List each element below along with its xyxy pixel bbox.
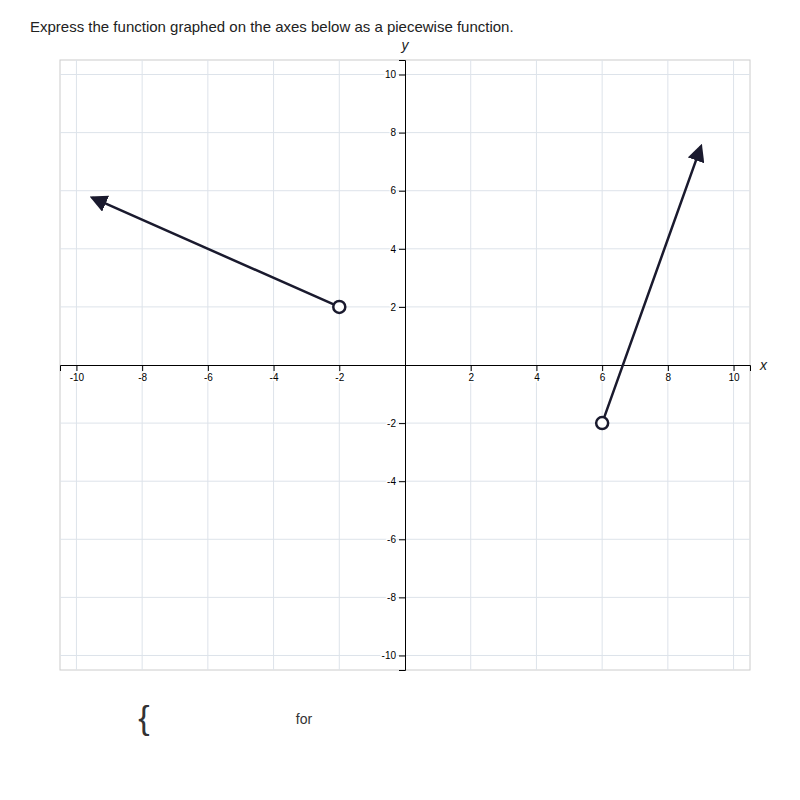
y-tick-mark xyxy=(399,133,405,134)
y-tick-label: 4 xyxy=(390,244,396,255)
y-tick-mark xyxy=(399,539,405,540)
x-tick: 6 xyxy=(600,365,606,383)
y-tick-label: 2 xyxy=(390,302,396,313)
plot: -10 -8 -6 -4 -2 2 4 6 8 10 -10 -8 -6 -4 -2 2 4 6 8 10 x y xyxy=(60,37,768,671)
x-tick-mark xyxy=(734,365,735,371)
x-tick-label: 4 xyxy=(534,372,540,383)
x-tick-label: 8 xyxy=(666,372,672,383)
y-tick-label: -6 xyxy=(387,534,396,545)
x-tick-mark xyxy=(471,365,472,371)
y-axis-label: y xyxy=(401,37,410,53)
x-tick-mark xyxy=(76,365,77,371)
x-tick-mark xyxy=(274,365,275,371)
x-tick-label: 2 xyxy=(468,372,474,383)
x-tick: -2 xyxy=(335,365,344,383)
y-tick: 8 xyxy=(390,127,405,138)
x-tick-label: -10 xyxy=(70,372,85,383)
x-tick: -8 xyxy=(138,365,147,383)
y-tick-mark xyxy=(399,423,405,424)
x-tick-label: 6 xyxy=(600,372,606,383)
series-line xyxy=(602,147,701,423)
y-tick: -4 xyxy=(387,476,405,487)
y-tick-mark xyxy=(399,75,405,76)
y-tick-label: -2 xyxy=(387,418,396,429)
chart: Express the function graphed on the axes… xyxy=(0,0,800,800)
y-tick: -10 xyxy=(382,650,405,661)
endpoint-marker xyxy=(333,301,345,313)
y-tick: -8 xyxy=(387,592,405,603)
series-line xyxy=(93,198,339,307)
y-tick-label: 6 xyxy=(390,185,396,196)
x-tick: -6 xyxy=(204,365,213,383)
x-tick: 4 xyxy=(534,365,540,383)
x-tick-mark xyxy=(339,365,340,371)
y-tick-mark xyxy=(399,655,405,656)
y-tick-mark xyxy=(399,249,405,250)
endpoint-marker xyxy=(596,417,608,429)
x-tick-mark xyxy=(536,365,537,371)
y-tick-label: 10 xyxy=(385,69,397,80)
x-tick-mark xyxy=(142,365,143,371)
x-tick-label: -4 xyxy=(270,372,279,383)
y-tick-label: -8 xyxy=(387,592,396,603)
annotation: for xyxy=(296,711,313,727)
x-tick-mark xyxy=(208,365,209,371)
title: Express the function graphed on the axes… xyxy=(30,18,514,35)
x-tick-mark xyxy=(668,365,669,371)
y-tick: -6 xyxy=(387,534,405,545)
annotation: { xyxy=(138,698,149,736)
y-tick-label: -10 xyxy=(382,650,397,661)
y-tick-label: 8 xyxy=(390,127,396,138)
x-tick: 2 xyxy=(468,365,474,383)
series-layer xyxy=(93,147,701,429)
x-tick-label: -6 xyxy=(204,372,213,383)
x-tick: -10 xyxy=(70,365,85,383)
y-tick: 2 xyxy=(390,302,405,313)
y-tick: 6 xyxy=(390,185,405,196)
x-tick: -4 xyxy=(270,365,279,383)
annotations: { for xyxy=(138,698,312,736)
x-tick-label: -8 xyxy=(138,372,147,383)
y-tick-label: -4 xyxy=(387,476,396,487)
x-tick: 10 xyxy=(729,365,741,383)
y-axis: -10 -8 -6 -4 -2 2 4 6 8 10 xyxy=(382,61,406,671)
y-tick-mark xyxy=(399,191,405,192)
y-tick: 10 xyxy=(385,69,405,80)
y-axis-line xyxy=(399,61,406,671)
y-tick-mark xyxy=(399,481,405,482)
y-tick-mark xyxy=(399,597,405,598)
grid xyxy=(60,60,750,670)
y-tick-mark xyxy=(399,307,405,308)
x-axis-label: x xyxy=(759,357,768,373)
x-tick: 8 xyxy=(666,365,672,383)
y-tick: 4 xyxy=(390,244,405,255)
x-tick-mark xyxy=(602,365,603,371)
x-tick-label: -2 xyxy=(335,372,344,383)
plot-frame xyxy=(60,60,750,670)
y-tick: -2 xyxy=(387,418,405,429)
x-tick-label: 10 xyxy=(729,372,741,383)
